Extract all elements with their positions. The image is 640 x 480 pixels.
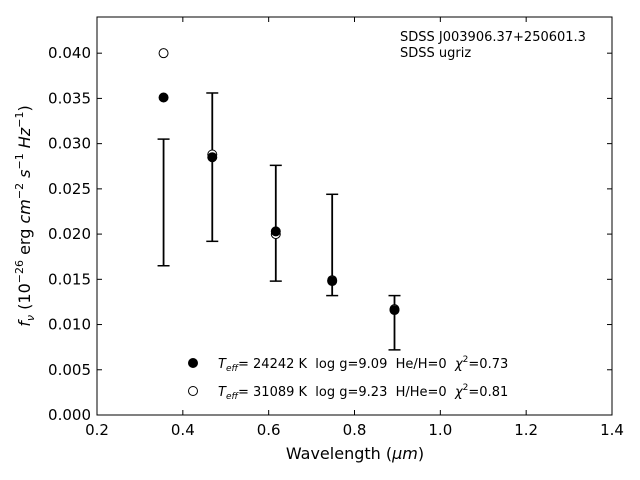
y-tick-label: 0.000 bbox=[48, 406, 91, 424]
legend-marker-open bbox=[188, 386, 198, 396]
y-tick-label: 0.020 bbox=[48, 225, 91, 243]
y-axis: 0.000 0.005 0.010 0.015 0.020 0.025 0.030 0.035… bbox=[48, 44, 612, 424]
legend: Teff= 24242 K log g=9.09 He/H=0 χ2=0.73 … bbox=[188, 355, 508, 402]
y-tick-label: 0.005 bbox=[48, 361, 91, 379]
legend-label-1: Teff= 24242 K log g=9.09 He/H=0 χ2=0.73 bbox=[218, 355, 508, 374]
x-axis: 0.2 0.4 0.6 0.8 1.0 1.2 1.4 bbox=[85, 17, 624, 439]
model-point-open bbox=[158, 48, 169, 59]
x-tick-label: 0.2 bbox=[85, 421, 109, 439]
annotation-line-1: SDSS J003906.37+250601.3 bbox=[400, 30, 586, 45]
y-axis-label: fν (10−26 erg cm−2 s−1 Hz−1) bbox=[13, 105, 37, 326]
x-tick-label: 0.4 bbox=[171, 421, 195, 439]
model-point-filled bbox=[389, 305, 400, 316]
y-tick-label: 0.025 bbox=[48, 180, 91, 198]
x-tick-label: 0.8 bbox=[343, 421, 367, 439]
legend-label-2: Teff= 31089 K log g=9.23 H/He=0 χ2=0.81 bbox=[218, 383, 508, 402]
y-tick-label: 0.015 bbox=[48, 270, 91, 288]
model-point-filled bbox=[327, 276, 338, 287]
model-markers bbox=[158, 48, 400, 316]
model-point-filled bbox=[207, 152, 218, 163]
observed-error-bars bbox=[157, 92, 401, 351]
y-tick-label: 0.010 bbox=[48, 316, 91, 334]
x-tick-label: 0.6 bbox=[257, 421, 281, 439]
legend-marker-filled bbox=[188, 358, 198, 368]
plot-frame bbox=[96, 16, 613, 416]
x-tick-label: 1.4 bbox=[600, 421, 624, 439]
y-tick-label: 0.035 bbox=[48, 89, 91, 107]
annotation-line-2: SDSS ugriz bbox=[400, 46, 471, 61]
model-point-filled bbox=[158, 92, 169, 103]
y-tick-label: 0.040 bbox=[48, 44, 91, 62]
model-point-filled bbox=[270, 226, 281, 237]
x-tick-label: 1.2 bbox=[514, 421, 538, 439]
y-tick-label: 0.030 bbox=[48, 135, 91, 153]
x-tick-label: 1.0 bbox=[428, 421, 452, 439]
x-axis-label: Wavelength (μm) bbox=[286, 444, 424, 463]
